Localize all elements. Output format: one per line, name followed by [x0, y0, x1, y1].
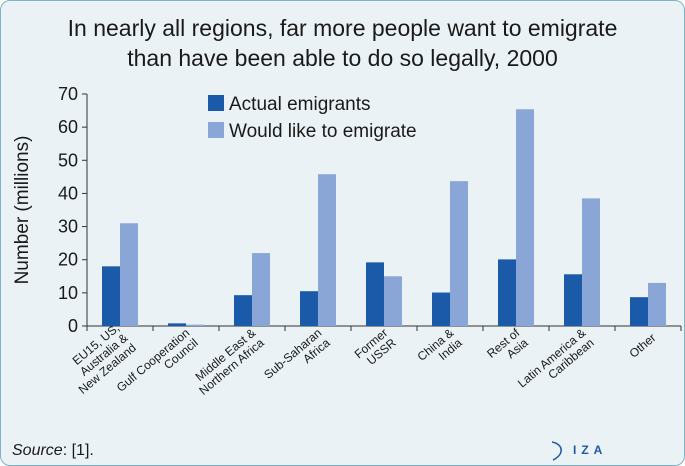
x-category-label: Other [627, 331, 659, 361]
y-tick-label: 40 [58, 183, 78, 203]
y-tick-label: 50 [58, 150, 78, 170]
x-category-label: FormerUSSR [352, 325, 399, 371]
iza-logo-text: IZA [573, 443, 608, 457]
y-tick-label: 30 [58, 217, 78, 237]
y-tick-label: 20 [58, 250, 78, 270]
legend-swatch [208, 122, 224, 138]
x-category-label: Rest ofAsia [484, 325, 531, 371]
x-category-label: Middle East &Northern Africa [188, 325, 267, 397]
bar-actual-emigrants [498, 259, 516, 326]
bar-actual-emigrants [168, 323, 186, 326]
chart-title: In nearly all regions, far more people w… [1, 13, 684, 73]
x-category-label-line: Other [627, 331, 659, 361]
bar-actual-emigrants [366, 262, 384, 326]
legend-label: Actual emigrants [229, 94, 371, 115]
bar-would-like-to-emigrate [450, 181, 468, 326]
bar-would-like-to-emigrate [516, 109, 534, 326]
chart-title-line-2: than have been able to do so legally, 20… [127, 45, 558, 71]
bar-would-like-to-emigrate [384, 276, 402, 326]
y-tick-label: 10 [58, 283, 78, 303]
bar-actual-emigrants [102, 266, 120, 326]
x-category-label: China &India [415, 325, 465, 373]
y-tick-label: 70 [58, 84, 78, 104]
bar-would-like-to-emigrate [120, 223, 138, 326]
bar-actual-emigrants [234, 295, 252, 326]
bar-actual-emigrants [432, 292, 450, 326]
iza-logo: IZA [549, 437, 607, 463]
bar-would-like-to-emigrate [582, 198, 600, 326]
source-reference: : [1]. [62, 442, 94, 459]
bar-actual-emigrants [564, 274, 582, 326]
bar-would-like-to-emigrate [186, 324, 204, 326]
bar-would-like-to-emigrate [648, 282, 666, 326]
legend-label: Would like to emigrate [229, 121, 417, 142]
bar-would-like-to-emigrate [252, 253, 270, 326]
source-label: Source [12, 442, 63, 459]
x-category-label: Latin America &Caribbean [515, 326, 597, 401]
source-note: Source: [1]. [12, 442, 94, 460]
bar-actual-emigrants [630, 297, 648, 326]
bar-would-like-to-emigrate [318, 174, 336, 326]
y-axis-label: Number (millions) [12, 136, 33, 285]
x-category-label: Sub-SaharanAfrica [261, 325, 333, 391]
y-tick-label: 60 [58, 117, 78, 137]
iza-logo-icon [551, 441, 562, 461]
y-tick-label: 0 [68, 316, 78, 336]
chart-title-line-1: In nearly all regions, far more people w… [67, 15, 618, 41]
bar-actual-emigrants [300, 291, 318, 326]
legend-swatch [208, 95, 224, 111]
